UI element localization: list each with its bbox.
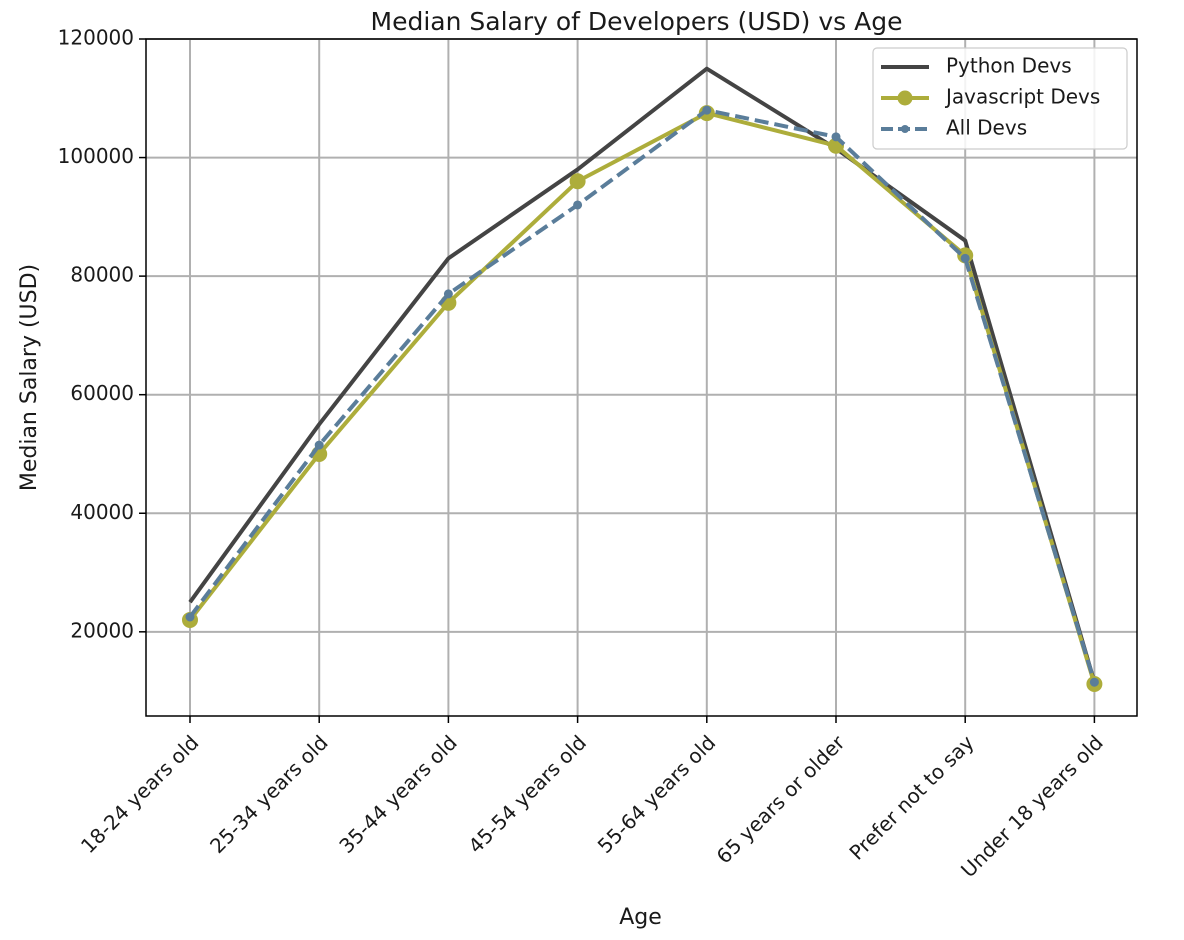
data-point: [1089, 677, 1099, 687]
y-tick-label: 60000: [70, 381, 134, 405]
legend-box: [872, 47, 1128, 150]
y-axis-label: Median Salary (USD): [17, 264, 42, 491]
data-point: [443, 289, 453, 299]
data-point: [185, 612, 195, 622]
data-point: [573, 200, 583, 210]
data-point: [569, 173, 586, 190]
y-tick-label: 20000: [70, 618, 134, 642]
y-tick-label: 80000: [70, 263, 134, 287]
y-tick-label: 120000: [58, 26, 134, 50]
legend-entry: Python Devs: [946, 54, 1072, 78]
data-point: [831, 132, 841, 142]
legend-marker: [901, 125, 909, 133]
legend: Python Devs Javascript Devs All Devs: [872, 47, 1128, 150]
y-tick-label: 40000: [70, 500, 134, 524]
series-layer: [182, 66, 1103, 692]
chart-title: Median Salary of Developers (USD) vs Age: [371, 7, 903, 36]
series-line: [188, 66, 1097, 683]
legend-entry: Javascript Devs: [944, 85, 1100, 109]
data-point: [702, 105, 712, 115]
data-point: [314, 440, 324, 450]
data-point: [960, 253, 970, 263]
legend-marker: [897, 90, 913, 106]
x-axis-label: Age: [619, 905, 662, 930]
y-tick-label: 100000: [58, 144, 134, 168]
legend-entry: All Devs: [946, 116, 1027, 140]
plot-frame: [145, 38, 1138, 717]
series-line: [188, 108, 1097, 683]
